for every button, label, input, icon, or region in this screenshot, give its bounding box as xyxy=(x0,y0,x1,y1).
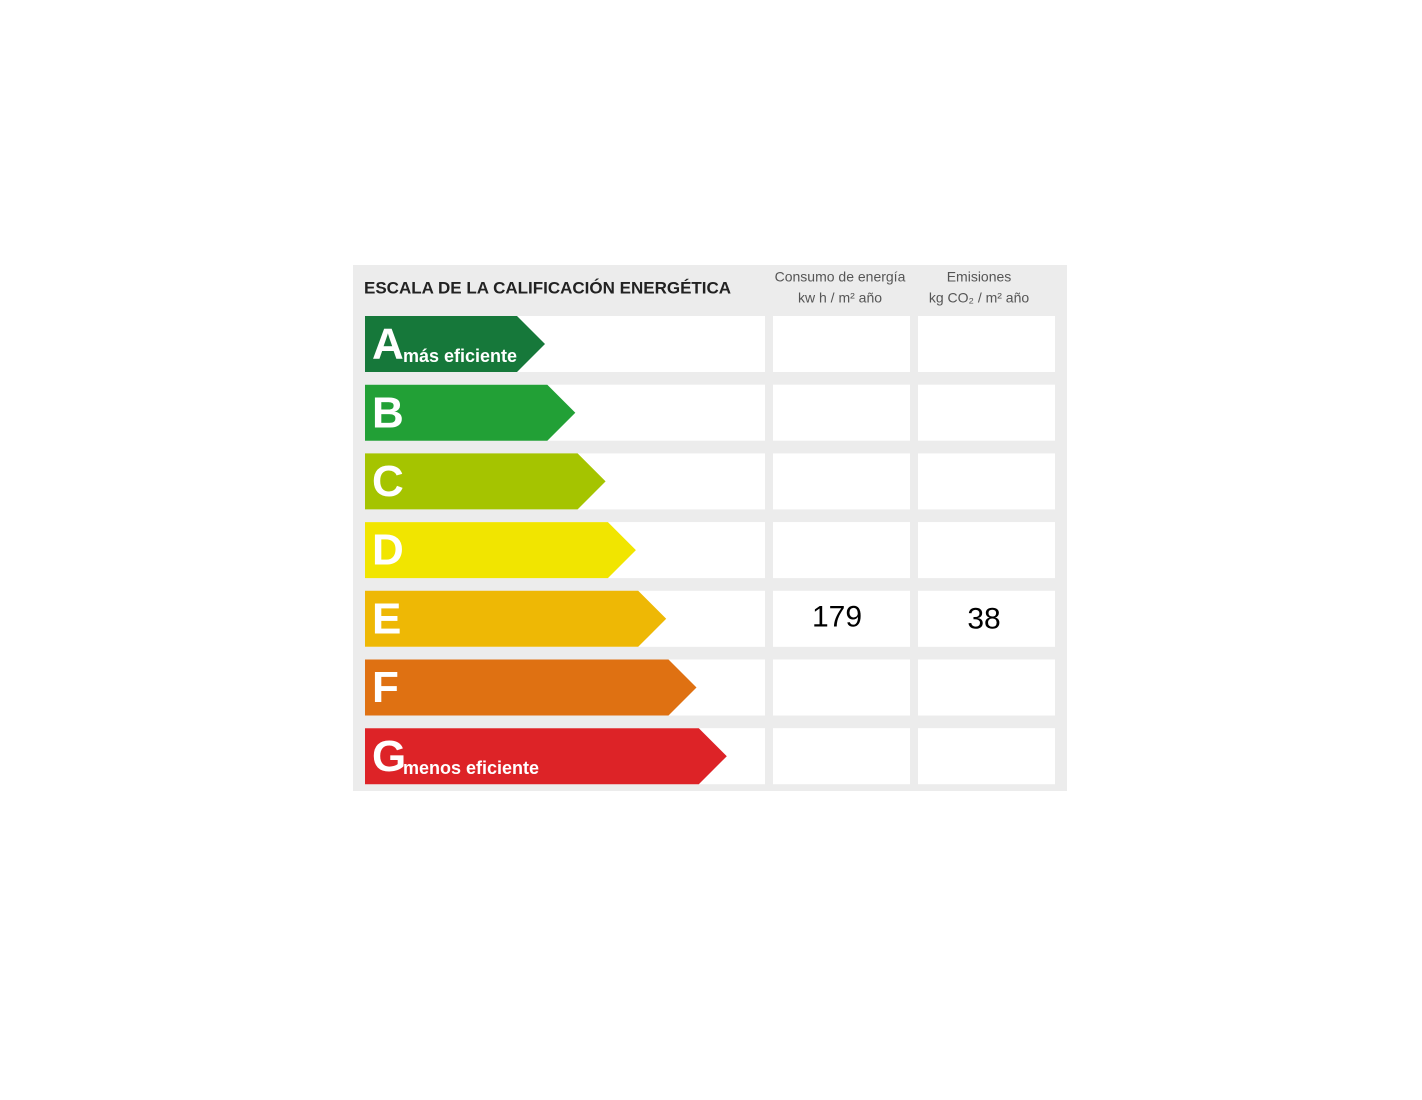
value-cell xyxy=(773,453,910,510)
rating-arrow xyxy=(365,453,606,510)
value-cell xyxy=(773,384,910,441)
rating-arrow xyxy=(365,659,697,716)
rating-letter: D xyxy=(372,526,404,575)
rating-letter: B xyxy=(372,388,404,437)
rating-arrow xyxy=(365,384,576,441)
value-cell xyxy=(773,659,910,716)
column-unit: kg CO₂ / m² año xyxy=(929,290,1030,306)
value-cell xyxy=(773,316,910,372)
consumo-value: 179 xyxy=(812,601,862,634)
rating-arrow xyxy=(365,590,667,647)
rating-letter: C xyxy=(372,457,404,506)
value-cell xyxy=(773,522,910,579)
rating-arrow xyxy=(365,316,545,372)
value-cell xyxy=(773,590,910,647)
value-cell xyxy=(918,728,1055,785)
value-cell xyxy=(773,728,910,785)
value-cell xyxy=(918,659,1055,716)
rating-letter: G xyxy=(372,732,406,781)
column-header: Consumo de energía xyxy=(775,269,906,285)
rating-note: más eficiente xyxy=(403,346,517,366)
emisiones-value: 38 xyxy=(967,603,1000,636)
value-cell xyxy=(918,316,1055,372)
column-header: Emisiones xyxy=(947,269,1012,285)
value-cell xyxy=(918,384,1055,441)
rating-letter: E xyxy=(372,594,401,643)
title: ESCALA DE LA CALIFICACIÓN ENERGÉTICA xyxy=(364,278,731,297)
column-unit: kw h / m² año xyxy=(798,290,882,306)
rating-arrow xyxy=(365,728,727,785)
rating-letter: A xyxy=(372,320,404,369)
rating-arrow xyxy=(365,522,636,579)
value-cell xyxy=(918,522,1055,579)
value-cell xyxy=(918,453,1055,510)
rating-letter: F xyxy=(372,663,399,712)
rating-note: menos eficiente xyxy=(403,758,539,778)
value-cell xyxy=(918,590,1055,647)
